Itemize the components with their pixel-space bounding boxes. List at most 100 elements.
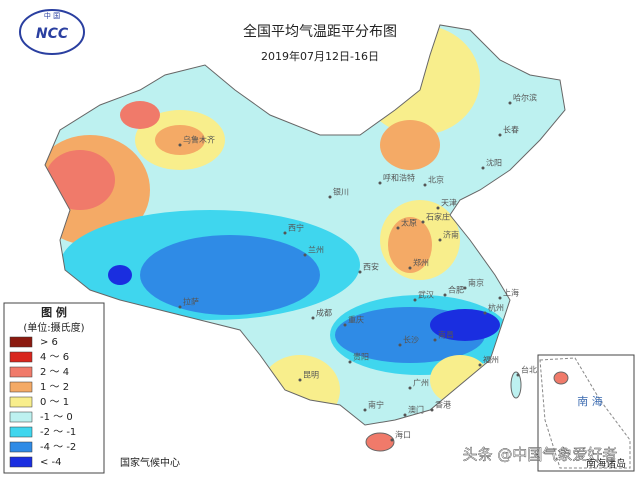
title: 全国平均气温距平分布图 xyxy=(243,23,397,40)
legend-label: > 6 xyxy=(40,337,58,348)
legend-swatch xyxy=(9,366,33,378)
legend-swatch xyxy=(9,411,33,423)
legend-label: 2 ～ 4 xyxy=(40,367,69,378)
city-label: 南宁 xyxy=(368,400,384,410)
city-dot xyxy=(303,253,307,257)
city-label: 广州 xyxy=(413,378,429,388)
legend-unit: (单位:摄氏度) xyxy=(23,321,84,334)
city-dot xyxy=(481,166,485,170)
city-dot xyxy=(403,413,407,417)
city-label: 哈尔滨 xyxy=(513,93,537,103)
legend-label: -2 ～ -1 xyxy=(40,427,76,438)
city-dot xyxy=(283,231,287,235)
logo-top: 中 国 xyxy=(44,11,60,20)
watermark: 头条 @中国气象爱好者 xyxy=(463,446,618,464)
city-dot xyxy=(358,270,362,274)
city-dot xyxy=(390,438,394,442)
city-label: 澳门 xyxy=(408,405,424,415)
city-dot xyxy=(436,206,440,210)
city-dot xyxy=(298,378,302,382)
city-label: 福州 xyxy=(483,356,499,365)
city-label: 合肥 xyxy=(448,285,464,295)
legend-swatch xyxy=(9,351,33,363)
city-dot xyxy=(478,363,482,367)
city-dot xyxy=(408,386,412,390)
legend-swatch xyxy=(9,381,33,393)
city-label: 北京 xyxy=(428,175,444,185)
city-dot xyxy=(516,373,520,377)
city-dot xyxy=(178,143,182,147)
legend-label: 0 ～ 1 xyxy=(40,397,69,408)
taiwan xyxy=(510,371,522,399)
inset: 南 海 南海诸岛 xyxy=(537,354,635,472)
city-label: 武汉 xyxy=(418,290,434,300)
hainan xyxy=(365,432,395,452)
logo: 中 国 NCC xyxy=(19,9,85,55)
country-border xyxy=(44,24,566,426)
city-label: 银川 xyxy=(333,187,349,197)
city-label: 台北 xyxy=(521,365,537,375)
city-dot xyxy=(413,298,417,302)
city-dot xyxy=(433,338,437,342)
city-label: 昆明 xyxy=(303,371,319,380)
city-dot xyxy=(178,305,182,309)
city-label: 呼和浩特 xyxy=(383,173,415,183)
city-label: 南昌 xyxy=(438,330,454,340)
city-label: 成都 xyxy=(316,308,332,318)
city-label: 郑州 xyxy=(413,258,429,268)
city-dot xyxy=(343,323,347,327)
city-label: 贵阳 xyxy=(353,352,369,362)
city-dot xyxy=(348,360,352,364)
city-dot xyxy=(396,226,400,230)
legend-swatch xyxy=(9,456,33,468)
city-dot xyxy=(378,181,382,185)
city-label: 乌鲁木齐 xyxy=(183,135,215,145)
legend-swatch xyxy=(9,336,33,348)
city-dot xyxy=(421,220,425,224)
city-dot xyxy=(423,183,427,187)
legend-swatch xyxy=(9,426,33,438)
city-dot xyxy=(498,296,502,300)
subtitle: 2019年07月12日-16日 xyxy=(261,49,379,63)
city-label: 南京 xyxy=(468,278,484,288)
city-dot xyxy=(311,316,315,320)
legend-label: < -4 xyxy=(40,457,62,468)
city-label: 西安 xyxy=(363,262,379,272)
city-label: 长沙 xyxy=(403,335,419,345)
city-label: 重庆 xyxy=(348,315,364,325)
legend-swatch xyxy=(9,396,33,408)
logo-acronym: NCC xyxy=(36,26,69,42)
city-dot xyxy=(408,266,412,270)
legend-title: 图 例 xyxy=(41,305,67,319)
inset-islands: 南海诸岛 xyxy=(586,457,626,470)
city-label: 太原 xyxy=(401,218,417,228)
city-dot xyxy=(508,101,512,105)
city-label: 长春 xyxy=(503,125,519,135)
city-label: 杭州 xyxy=(488,303,504,313)
city-dot xyxy=(443,293,447,297)
legend-label: 4 ～ 6 xyxy=(40,352,69,363)
city-label: 石家庄 xyxy=(426,212,450,222)
city-dot xyxy=(463,286,467,290)
inset-sea: 南 海 xyxy=(577,394,603,408)
source: 国家气候中心 xyxy=(120,456,180,469)
city-dot xyxy=(430,408,434,412)
city-label: 海口 xyxy=(395,430,411,440)
city-label: 沈阳 xyxy=(486,158,502,168)
city-dot xyxy=(398,343,402,347)
city-dot xyxy=(483,311,487,315)
legend-swatch xyxy=(9,441,33,453)
city-label: 香港 xyxy=(435,400,451,410)
legend-label: -1 ～ 0 xyxy=(40,412,73,423)
inset-boundary xyxy=(539,357,631,469)
legend: 图 例 (单位:摄氏度) > 6 4 ～ 6 2 ～ 4 1 ～ 2 0 ～ 1 -1 ～… xyxy=(3,302,105,474)
city-dot xyxy=(363,408,367,412)
city-label: 天津 xyxy=(441,198,457,208)
city-label: 拉萨 xyxy=(183,297,199,307)
city-label: 上海 xyxy=(503,288,519,298)
city-dot xyxy=(438,238,442,242)
legend-label: -4 ～ -2 xyxy=(40,442,76,453)
city-dot xyxy=(328,195,332,199)
